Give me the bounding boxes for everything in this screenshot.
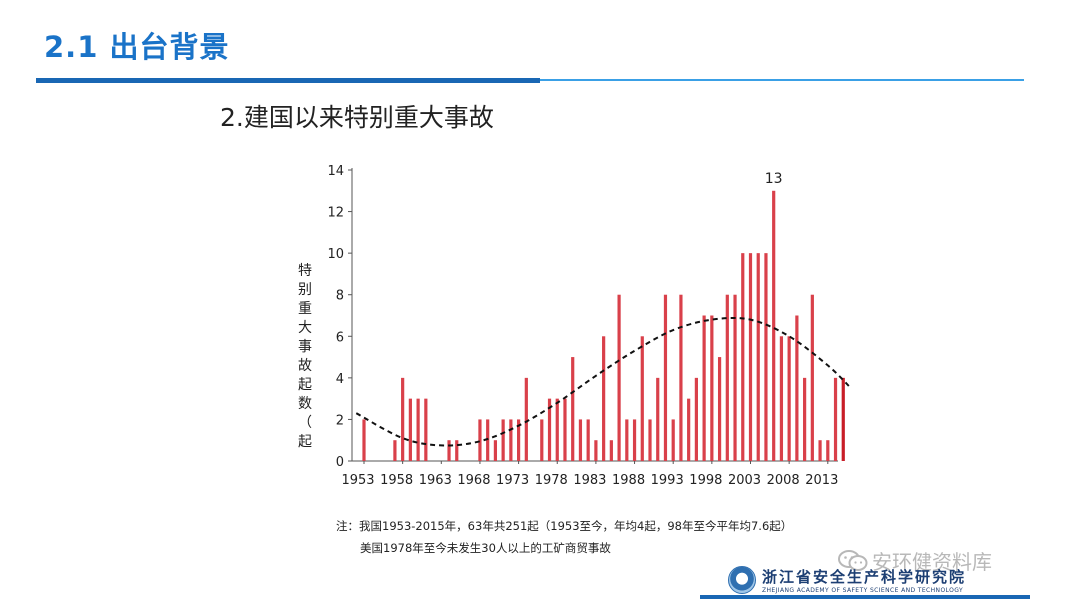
bar-1991 [656, 377, 660, 461]
bar-1988 [632, 419, 637, 461]
bar-1972 [509, 419, 513, 461]
footnote-line-2: 美国1978年至今未发生30人以上的工矿商贸事故 [360, 541, 611, 555]
bar-2011 [810, 294, 814, 461]
section-subtitle: 2.建国以来特别重大事故 [220, 103, 494, 132]
footnote-line-1: 注：我国1953-2015年，63年共251起（1953至今，年均4起，98年至… [336, 519, 793, 533]
accident-bar-chart: 0 2 4 6 8 10 12 14 1953 1958 1963 1968 1973 1978 1983 1… [327, 164, 850, 488]
bar-2009 [795, 315, 799, 461]
institution-logo: 浙江省安全生产科学研究院 ZHEJIANG ACADEMY OF SAFETY … [728, 566, 966, 594]
y-tick-label: 2 [336, 413, 344, 428]
y-tick-label: 10 [327, 247, 344, 262]
y-tick-label: 6 [336, 330, 344, 345]
watermark-text: 安环健资料库 [872, 550, 992, 574]
x-tick-label: 2013 [805, 473, 838, 488]
bar-1999 [717, 357, 722, 461]
wechat-icon [838, 549, 868, 572]
bar-1984 [602, 336, 606, 461]
footer-accent-bar [700, 595, 1030, 599]
slide-title: 2.1 出台背景 [44, 30, 230, 64]
bar-1973 [517, 419, 521, 461]
bar-1979 [563, 398, 567, 461]
logo-chinese-name: 浙江省安全生产科学研究院 [762, 568, 967, 586]
bar-2005 [764, 253, 768, 461]
x-tick-label: 1983 [573, 473, 606, 488]
bar-1977 [547, 398, 552, 461]
x-tick-label: 1953 [341, 473, 374, 488]
bar-2003 [748, 253, 753, 461]
x-tick-label: 2008 [767, 473, 800, 488]
bar-1957 [393, 440, 397, 461]
y-tick-label: 4 [336, 372, 344, 387]
bar-1968 [478, 419, 482, 461]
x-tick-label: 1978 [535, 473, 568, 488]
bar-1961 [424, 398, 428, 461]
institution-emblem-icon [728, 566, 756, 594]
bar-1974 [524, 377, 528, 461]
bar-2014 [833, 377, 838, 461]
y-tick-label: 12 [327, 206, 344, 221]
y-axis-label: 特 别 重 大 事 故 起 数 （ 起 [298, 263, 312, 450]
bar-1997 [702, 315, 706, 461]
bar-1982 [586, 419, 590, 461]
bar-1978 [555, 398, 559, 461]
bar-1981 [578, 419, 583, 461]
bar-1970 [493, 440, 498, 461]
bar-1993 [671, 419, 675, 461]
bar-1987 [625, 419, 629, 461]
bar-1958 [401, 377, 405, 461]
bar-1990 [648, 419, 652, 461]
bar-2006 [772, 190, 776, 461]
x-tick-label: 1973 [496, 473, 529, 488]
x-tick-label: 1993 [651, 473, 684, 488]
bar-1965 [455, 440, 459, 461]
bar-2001 [733, 294, 737, 461]
bar-1980 [571, 357, 575, 461]
trend-curve [355, 316, 850, 447]
bar-1953 [362, 419, 366, 461]
bar-2012 [818, 440, 822, 461]
bar-1960 [416, 398, 420, 461]
y-tick-label: 0 [336, 455, 344, 470]
x-tick-label: 1998 [689, 473, 722, 488]
bar-2000 [725, 294, 729, 461]
logo-english-name: ZHEJIANG ACADEMY OF SAFETY SCIENCE AND T… [762, 587, 964, 594]
bar-2002 [741, 253, 745, 461]
bar-1969 [486, 419, 490, 461]
bar-1989 [640, 336, 644, 461]
bar-1995 [687, 398, 691, 461]
y-tick-label: 8 [336, 289, 344, 304]
x-tick-label: 1988 [612, 473, 645, 488]
bar-1971 [501, 419, 505, 461]
bar-1998 [710, 315, 714, 461]
watermark: 安环健资料库 [838, 546, 992, 575]
peak-annotation: 13 [765, 171, 783, 187]
x-tick-label: 2003 [728, 473, 761, 488]
title-divider-accent [36, 78, 540, 83]
bar-2010 [803, 377, 807, 461]
x-tick-label: 1958 [380, 473, 413, 488]
bar-2007 [779, 336, 784, 461]
bar-2004 [756, 253, 760, 461]
bar-1964 [447, 440, 451, 461]
bar-1996 [694, 377, 698, 461]
x-tick-label: 1968 [457, 473, 490, 488]
bar-1985 [609, 440, 613, 461]
bar-1959 [408, 398, 412, 461]
bar-2015 [841, 377, 845, 461]
bar-2013 [826, 440, 830, 461]
bar-2008 [787, 336, 791, 461]
bar-1983 [594, 440, 598, 461]
bar-1994 [679, 294, 683, 461]
bar-1976 [540, 419, 544, 461]
y-tick-label: 14 [327, 164, 344, 179]
bar-1986 [617, 294, 621, 461]
bar-1992 [663, 294, 668, 461]
x-tick-label: 1963 [419, 473, 452, 488]
